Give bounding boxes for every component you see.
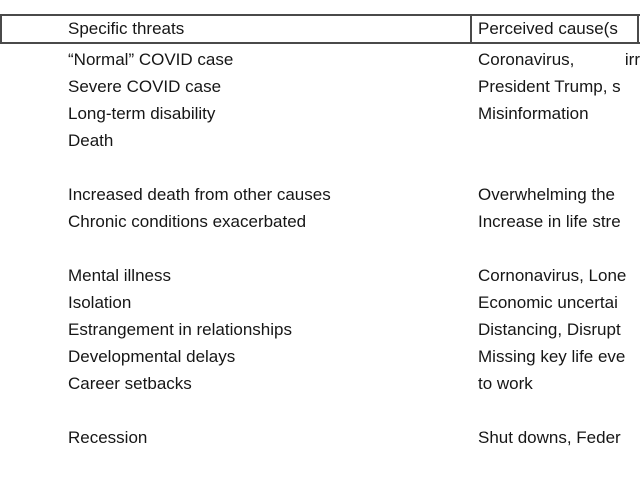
cause-text: Misinformation [478, 104, 589, 123]
table-row: Career setbacks to work [0, 370, 640, 397]
cause-text: Increase in life stre [478, 212, 621, 231]
threat-cell: Death [68, 131, 114, 150]
table-row: Isolation Economic uncertai [0, 289, 640, 316]
table-row-spacer [0, 397, 640, 424]
cause-cell: Distancing, Disrupt [478, 316, 640, 343]
cause-text: Distancing, Disrupt [478, 320, 621, 339]
column-header-specific-threats: Specific threats [68, 19, 185, 38]
table-row: Developmental delays Missing key life eve [0, 343, 640, 370]
threat-cell: Long-term disability [68, 104, 216, 123]
cause-cell: President Trump, s [478, 73, 640, 100]
cause-text: Economic uncertai [478, 293, 618, 312]
cause-text: Missing key life eve [478, 347, 626, 366]
table-row: “Normal” COVID case Coronavirus, irr [0, 46, 640, 73]
threat-cell: Chronic conditions exacerbated [68, 212, 307, 231]
column-header-perceived-causes: Perceived cause(s [478, 19, 618, 38]
header-right-border [637, 14, 639, 44]
threat-cell: Estrangement in relationships [68, 320, 292, 339]
threat-cell: Isolation [68, 293, 132, 312]
cause-cell: Increase in life stre [478, 208, 640, 235]
table-row: Severe COVID case President Trump, s [0, 73, 640, 100]
threat-cell: Increased death from other causes [68, 185, 331, 204]
table-row: Chronic conditions exacerbated Increase i… [0, 208, 640, 235]
cause-text: Coronavirus, [478, 50, 575, 69]
threat-cell: Career setbacks [68, 374, 192, 393]
header-column-divider [470, 14, 472, 44]
table-row-spacer [0, 154, 640, 181]
table-row: Death [0, 127, 640, 154]
cause-text: Cornonavirus, Lone [478, 266, 627, 285]
table-row: Mental illness Cornonavirus, Lone [0, 262, 640, 289]
cause-cell: Coronavirus, irr [478, 46, 640, 73]
cause-cell: Overwhelming the [478, 181, 640, 208]
cause-cell: Economic uncertai [478, 289, 640, 316]
threat-cell: Mental illness [68, 266, 171, 285]
threat-cell: Recession [68, 428, 148, 447]
table-body: “Normal” COVID case Coronavirus, irr Severe… [0, 46, 640, 451]
cause-text: Overwhelming the [478, 185, 616, 204]
header-bottom-rule [0, 42, 640, 44]
cause-cell: Missing key life eve [478, 343, 640, 370]
cause-text: to work [478, 374, 533, 393]
cause-text-clipped: irr [624, 50, 640, 69]
table-row: Recession Shut downs, Feder [0, 424, 640, 451]
threat-cell: Developmental delays [68, 347, 236, 366]
cause-text: Shut downs, Feder [478, 428, 621, 447]
cause-text: President Trump, s [478, 77, 621, 96]
cause-cell: to work [478, 370, 640, 397]
table-top-rule [0, 14, 640, 16]
header-left-border [0, 14, 2, 44]
table-row: Estrangement in relationships Distancing,… [0, 316, 640, 343]
table-row: Increased death from other causes Overwhe… [0, 181, 640, 208]
threat-cell: Severe COVID case [68, 77, 222, 96]
threat-cell: “Normal” COVID case [68, 50, 234, 69]
cause-cell: Cornonavirus, Lone [478, 262, 640, 289]
cause-cell: Misinformation [478, 100, 640, 127]
table-row-spacer [0, 235, 640, 262]
table-row: Long-term disability Misinformation [0, 100, 640, 127]
cause-cell: Shut downs, Feder [478, 424, 640, 451]
